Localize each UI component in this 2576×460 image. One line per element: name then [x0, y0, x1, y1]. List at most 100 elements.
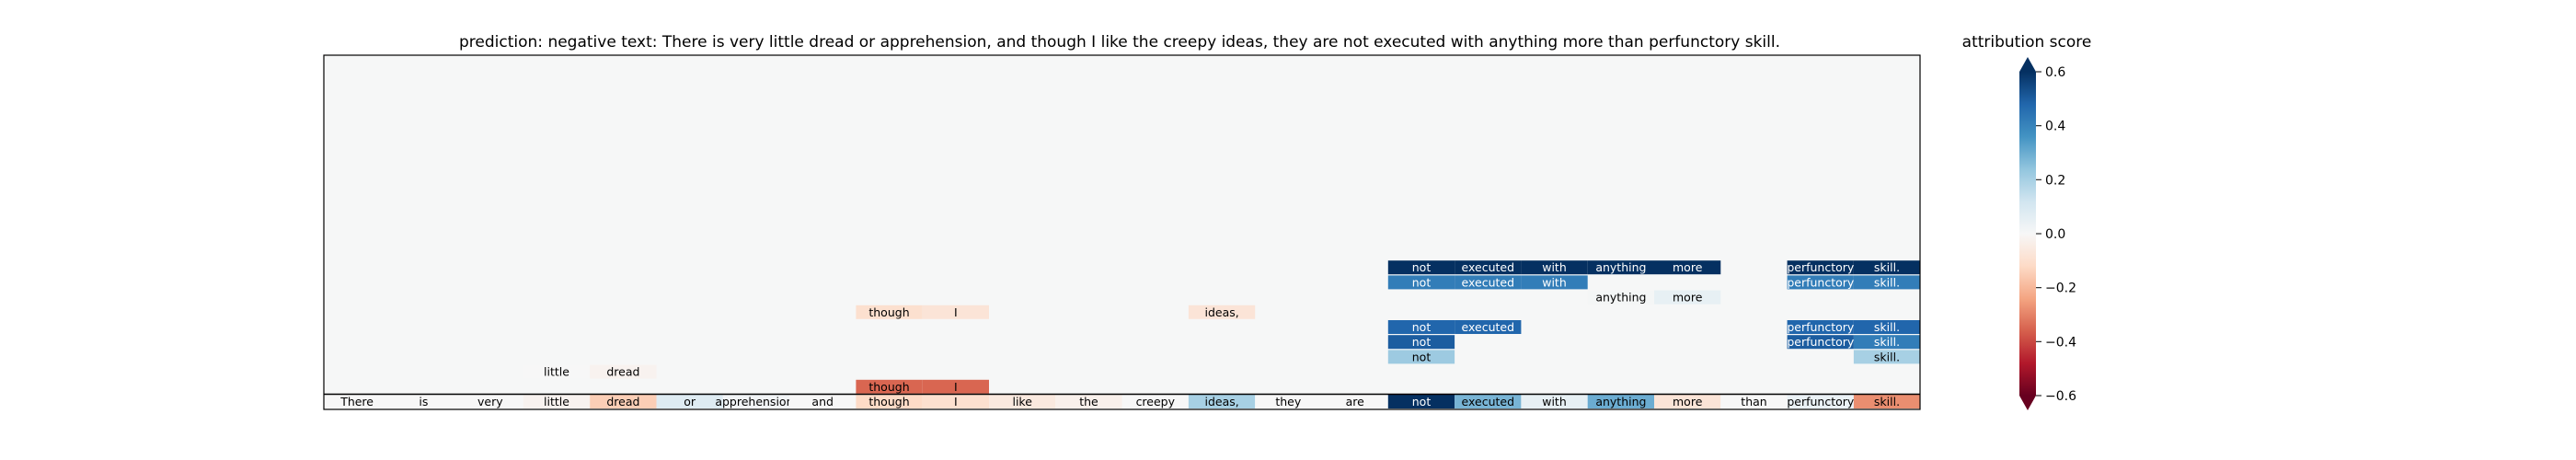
highlight-row-9-token-cell: [1587, 260, 1654, 275]
highlight-row-2-token-cell: [523, 364, 591, 379]
colorbar-tick-label: −0.4: [2045, 335, 2076, 350]
base-token-cell: [1321, 395, 1388, 408]
base-token-label: executed: [1462, 395, 1515, 408]
highlight-row-2-token-label: dread: [606, 365, 639, 379]
highlight-row-8-token-cell: [1853, 275, 1921, 290]
highlight-row-9-token-cell: [1853, 260, 1921, 275]
highlight-row-9-token-label: not: [1412, 260, 1432, 274]
highlight-row-5-token-label: skill.: [1874, 320, 1900, 334]
highlight-row-5-token-label: executed: [1462, 320, 1515, 334]
colorbar: attribution score 0.6 0.4 0.2 0.0 −0.2 −0.4 −0…: [1962, 33, 2092, 410]
highlight-row-1-token-label: though: [868, 380, 909, 394]
highlight-row-9-token-cell: [1387, 260, 1455, 275]
highlight-row-5-token-cell: [1455, 320, 1522, 334]
colorbar-tick-label: 0.0: [2045, 227, 2065, 242]
colorbar-tick-label: −0.2: [2045, 282, 2076, 296]
base-token-cell: [656, 395, 723, 408]
highlight-row-4-token-label: skill.: [1874, 335, 1900, 349]
highlight-row-7-token-cell: [1654, 290, 1721, 305]
base-token-cell: [390, 395, 457, 408]
base-token-label: skill.: [1874, 395, 1900, 408]
highlight-row-9-token-cell: [1455, 260, 1522, 275]
highlight-row-5-token-label: not: [1412, 320, 1432, 334]
base-token-label: or: [684, 395, 696, 408]
colorbar-tick-label: 0.6: [2045, 65, 2065, 80]
highlight-row-1-token-cell: [922, 379, 989, 394]
highlight-row-6-token-label: though: [868, 305, 909, 319]
base-token-cell: [1521, 395, 1588, 408]
highlight-row-6-token-cell: [1188, 305, 1256, 319]
base-token-cell: [856, 395, 923, 408]
colorbar-label: attribution score: [1962, 33, 2092, 52]
base-token-label: with: [1542, 395, 1567, 408]
highlight-row-9-token-cell: [1654, 260, 1721, 275]
base-token-cell: [1853, 395, 1921, 408]
base-token-label: perfunctory: [1787, 395, 1855, 408]
plot-area: [324, 55, 1920, 409]
base-token-cell: [1587, 395, 1654, 408]
highlight-row-6-token-cell: [922, 305, 989, 319]
highlight-row-3-token-cell: [1387, 350, 1455, 364]
highlight-row-3-token-label: not: [1412, 350, 1432, 363]
base-token-label: more: [1673, 395, 1703, 408]
highlight-row-8-token-cell: [1521, 275, 1588, 290]
highlight-row-9-token-label: executed: [1462, 260, 1515, 274]
colorbar-ticks: 0.6 0.4 0.2 0.0 −0.2 −0.4 −0.6: [2036, 65, 2076, 404]
chart-title: prediction: negative text: There is very…: [459, 33, 1780, 52]
highlight-row-6-token-cell: [856, 305, 923, 319]
base-token-cell: [1188, 395, 1256, 408]
base-token-cell: [523, 395, 591, 408]
highlight-row-4-token-cell: [1387, 335, 1455, 350]
colorbar-bottom-arrow: [2019, 396, 2036, 410]
highlight-row-3-token-cell: [1853, 350, 1921, 364]
base-token-label: they: [1275, 395, 1302, 408]
highlight-row-9-token-cell: [1521, 260, 1588, 275]
highlight-row-5-token-cell: [1853, 320, 1921, 334]
highlight-row-4-token-cell: [1787, 335, 1854, 350]
base-token-label: is: [419, 395, 428, 408]
base-token-cell: [1720, 395, 1788, 408]
base-token-cell: [590, 395, 657, 408]
colorbar-top-arrow: [2019, 57, 2036, 72]
highlight-row-4-token-label: not: [1412, 335, 1432, 349]
highlight-row-1-token-label: I: [954, 380, 958, 394]
base-token-cell: [989, 395, 1056, 408]
highlight-row-8-token-label: not: [1412, 275, 1432, 289]
base-token-cell: [1055, 395, 1122, 408]
highlight-row-9-token-label: perfunctory: [1787, 260, 1855, 274]
highlight-row-4-token-label: perfunctory: [1787, 335, 1855, 349]
colorbar-tick-label: 0.4: [2045, 120, 2065, 134]
highlight-row-9-token-label: with: [1542, 260, 1567, 274]
base-token-label: ideas,: [1204, 395, 1238, 408]
base-token-cell: [1121, 395, 1189, 408]
base-token-cell: [1387, 395, 1455, 408]
highlight-row-5-token-label: perfunctory: [1787, 320, 1855, 334]
base-token-label: and: [811, 395, 834, 408]
base-token-cell: [789, 395, 857, 408]
highlight-row-8-token-label: skill.: [1874, 275, 1900, 289]
base-token-cell: [922, 395, 989, 408]
base-token-label: anything: [1595, 395, 1646, 408]
base-token-label: than: [1741, 395, 1766, 408]
base-token-cell: [1787, 395, 1854, 408]
highlight-row-1-token-cell: [856, 379, 923, 394]
base-token-label: are: [1346, 395, 1365, 408]
base-token-cell: [1455, 395, 1522, 408]
highlight-row-9-token-label: skill.: [1874, 260, 1900, 274]
highlight-row-8-token-label: with: [1542, 275, 1567, 289]
colorbar-gradient: [2019, 72, 2036, 396]
highlight-row-5-token-cell: [1387, 320, 1455, 334]
highlight-row-8-token-cell: [1787, 275, 1854, 290]
colorbar-tick-label: −0.6: [2045, 389, 2076, 404]
base-token-label: dread: [606, 395, 639, 408]
base-token-label: though: [868, 395, 909, 408]
base-token-label: not: [1412, 395, 1432, 408]
base-token-cell: [1654, 395, 1721, 408]
highlight-row-8-token-label: executed: [1462, 275, 1515, 289]
base-token-label: like: [1012, 395, 1032, 408]
highlight-row-7-token-label: more: [1673, 291, 1703, 305]
base-token-cell: [722, 395, 790, 408]
highlight-row-5-token-cell: [1787, 320, 1854, 334]
base-token-label: little: [544, 395, 569, 408]
